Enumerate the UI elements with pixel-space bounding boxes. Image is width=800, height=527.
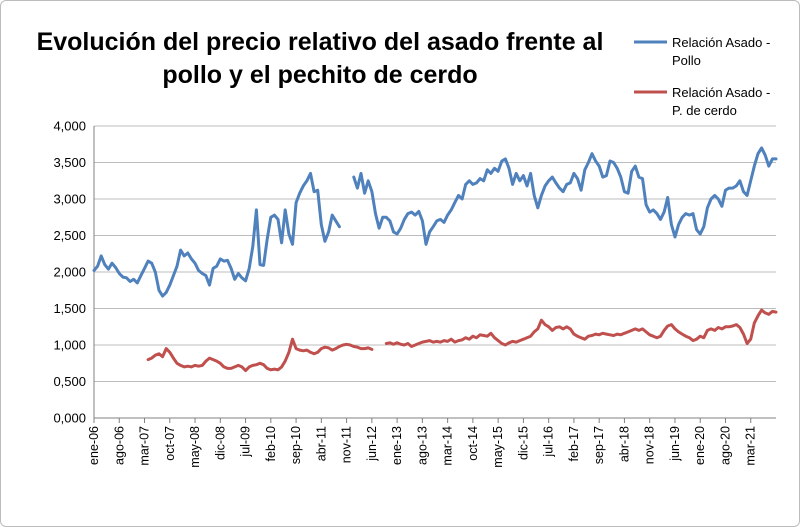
y-tick-label: 1,000 xyxy=(53,338,86,353)
x-tick-label: abr-11 xyxy=(314,426,328,461)
x-tick-label: sep-17 xyxy=(592,426,606,464)
x-tick-label: mar-14 xyxy=(441,426,455,466)
x-tick-label: jun-12 xyxy=(365,426,379,462)
x-tick-label: may-15 xyxy=(491,426,505,468)
y-tick-label: 3,000 xyxy=(53,192,86,207)
y-tick-label: 1,500 xyxy=(53,301,86,316)
x-tick-label: ago-13 xyxy=(415,426,429,465)
x-tick-label: abr-18 xyxy=(617,426,631,462)
legend-label-1: Relación Asado - xyxy=(672,35,770,50)
x-tick-label: nov-18 xyxy=(643,426,657,464)
x-tick-label: feb-10 xyxy=(264,426,278,461)
series-line-2 xyxy=(146,308,778,373)
x-tick-label: jun-19 xyxy=(668,426,682,462)
x-tick-label: nov-11 xyxy=(340,426,354,463)
x-tick-label: sep-10 xyxy=(289,426,303,464)
chart-title: Evolución del precio relativo del asado … xyxy=(36,28,604,89)
x-tick-label: ago-06 xyxy=(112,426,126,465)
x-tick-label: oct-07 xyxy=(163,426,177,461)
x-tick-label: oct-14 xyxy=(466,426,480,461)
x-tick-label: dic-15 xyxy=(516,426,530,460)
y-tick-label: 4,000 xyxy=(53,119,86,134)
legend-label-2: P. de cerdo xyxy=(672,103,737,118)
x-tick-label: ene-13 xyxy=(390,426,404,465)
y-tick-label: 2,000 xyxy=(53,265,86,280)
x-tick-label: mar-21 xyxy=(744,426,758,466)
x-tick-label: feb-17 xyxy=(567,426,581,461)
legend-label-1: Pollo xyxy=(672,53,701,68)
y-tick-label: 2,500 xyxy=(53,228,86,243)
x-tick-label: ene-20 xyxy=(693,426,707,465)
y-tick-label: 0,000 xyxy=(53,411,86,426)
y-tick-label: 0,500 xyxy=(53,374,86,389)
x-tick-label: ene-06 xyxy=(87,426,101,465)
x-tick-label: ago-20 xyxy=(718,426,732,465)
x-tick-label: mar-07 xyxy=(138,426,152,466)
x-tick-label: may-08 xyxy=(188,426,202,468)
x-tick-label: jul-09 xyxy=(239,426,253,458)
y-tick-label: 3,500 xyxy=(53,155,86,170)
x-tick-label: jul-16 xyxy=(542,426,556,458)
x-tick-label: dic-08 xyxy=(213,426,227,460)
series-line-1 xyxy=(92,146,778,298)
legend-label-2: Relación Asado - xyxy=(672,85,770,100)
